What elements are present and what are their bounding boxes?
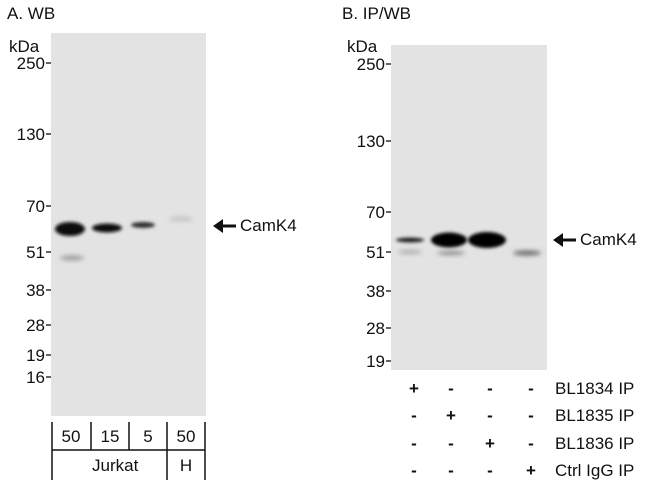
condition-sign: - [448,434,454,453]
band-b-lane2 [431,232,467,248]
condition-sign: - [487,461,493,480]
sample-group: Jurkat [92,456,139,475]
band-b-lane4 [513,250,541,256]
sample-group: H [179,456,193,475]
condition-sign: - [411,434,417,453]
arrow-icon [213,219,236,233]
band-a-lane4 [169,216,193,222]
condition-sign: + [409,379,419,398]
marker-label: 16 [26,368,45,387]
arrow-icon [553,233,576,247]
lane-amount: 50 [61,427,81,446]
condition-sign: - [448,461,454,480]
marker-label: 250 [356,55,385,74]
condition-sign: - [528,406,534,425]
band-a-lane2 [92,223,122,233]
lane-table-a [51,422,206,480]
panel-a-target-label: CamK4 [240,216,297,235]
condition-sign: + [526,461,536,480]
panel-b-title: B. IP/WB [342,4,411,23]
condition-sign: - [448,379,454,398]
marker-label: 70 [26,197,45,216]
marker-label: 19 [366,352,385,371]
band-b-lane1-lower [398,250,422,254]
lane-amount: 15 [100,427,120,446]
panel-b-target-label: CamK4 [580,230,637,249]
condition-sign: - [411,461,417,480]
condition-sign: - [487,379,493,398]
marker-ticks [46,62,391,378]
panel-a-unit: kDa [9,37,40,56]
membrane-b [391,45,547,370]
condition-sign: - [528,434,534,453]
condition-label: Ctrl IgG IP [555,461,635,480]
condition-label: BL1835 IP [555,406,635,425]
marker-label: 28 [26,316,45,335]
condition-sign: + [446,406,456,425]
lane-amount: 5 [143,427,153,446]
condition-sign: + [485,434,495,453]
marker-label: 19 [26,346,45,365]
marker-label: 38 [26,281,45,300]
band-a-lane1 [55,222,85,236]
marker-label: 38 [366,282,385,301]
condition-label: BL1834 IP [555,379,635,398]
condition-sign: - [528,379,534,398]
condition-sign: - [487,406,493,425]
band-b-lane1 [396,237,424,243]
band-b-lane3 [468,232,506,248]
marker-label: 28 [366,319,385,338]
condition-sign: - [411,406,417,425]
band-b-lane2-lower [437,251,465,255]
lane-amount: 50 [176,427,196,446]
marker-label: 70 [366,203,385,222]
marker-label: 130 [356,132,385,151]
condition-label: BL1836 IP [555,434,635,453]
marker-label: 250 [16,54,45,73]
band-a-lane1-lower [60,255,84,261]
panel-a-title: A. WB [7,4,56,23]
marker-label: 130 [16,125,45,144]
band-a-lane3 [131,222,155,228]
marker-label: 51 [26,243,45,262]
panel-b-unit: kDa [347,37,378,56]
marker-label: 51 [366,243,385,262]
